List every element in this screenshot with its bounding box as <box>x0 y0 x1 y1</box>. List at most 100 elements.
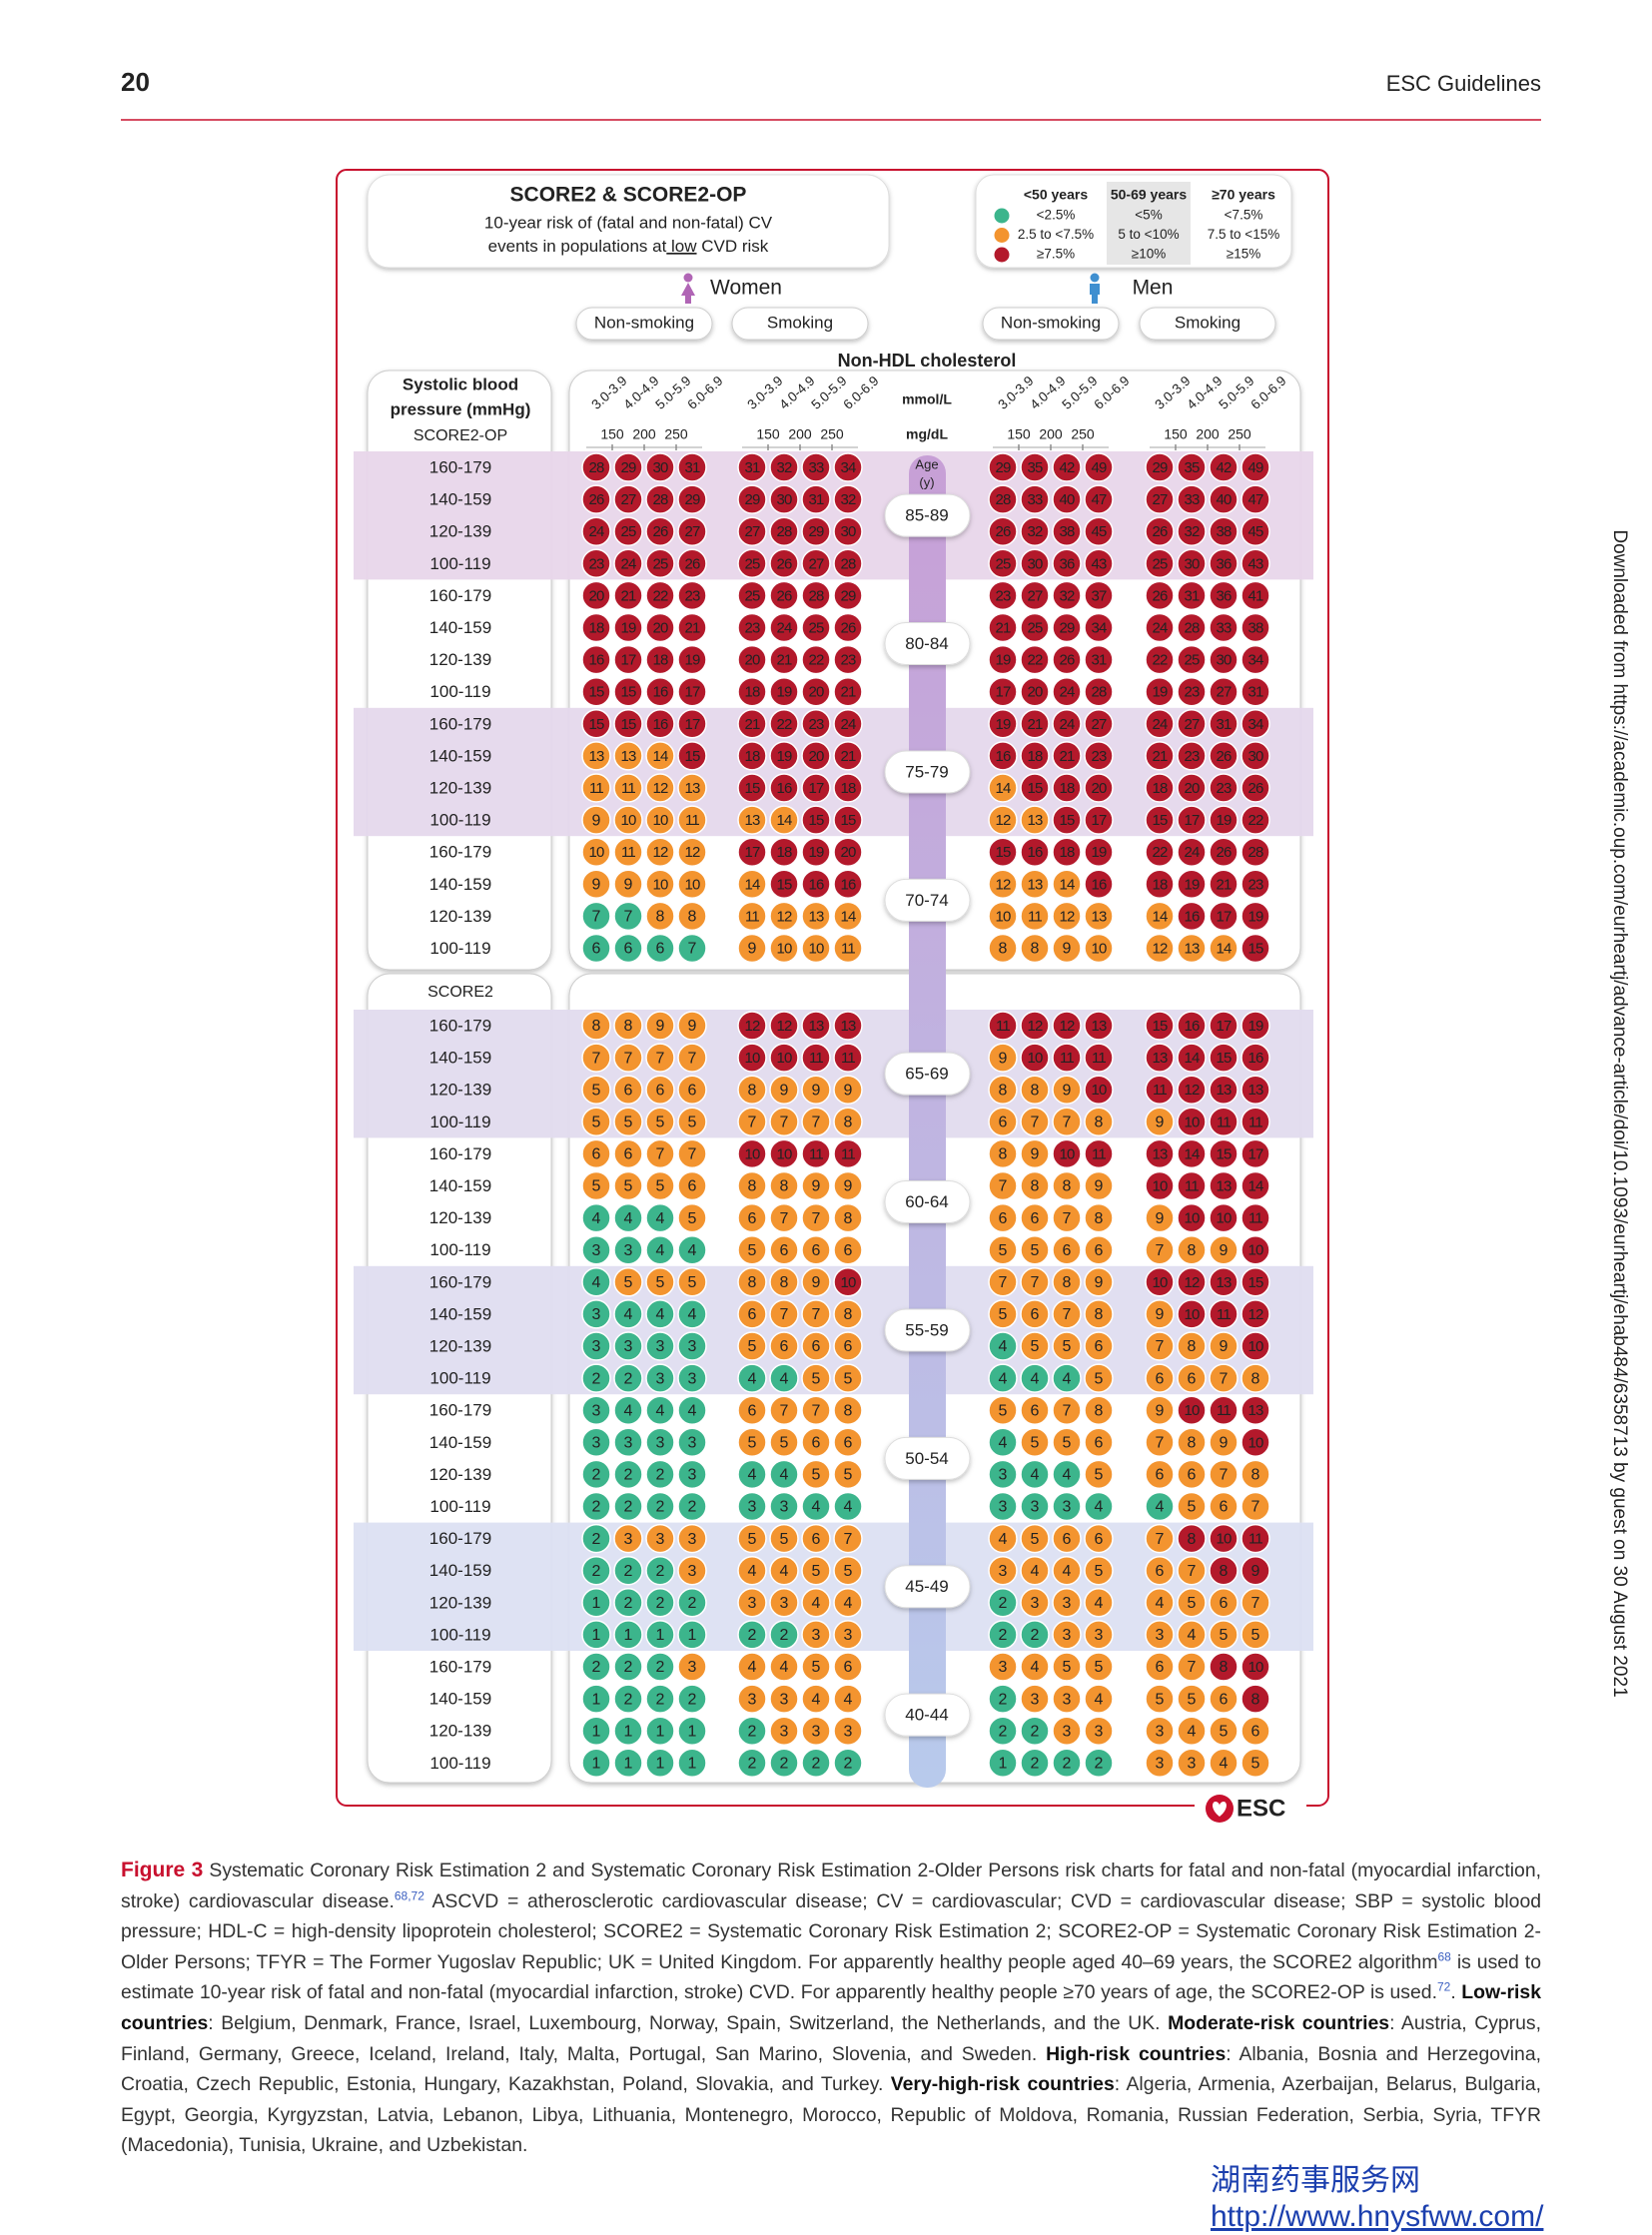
risk-value: 12 <box>1027 1018 1043 1035</box>
risk-value: 7 <box>999 1274 1008 1291</box>
risk-value: 14 <box>1184 1050 1200 1067</box>
risk-value: 2 <box>624 1370 633 1387</box>
risk-circle <box>737 1427 767 1458</box>
risk-circle <box>988 1459 1018 1490</box>
risk-circle <box>581 1748 611 1779</box>
risk-value: 6 <box>624 1082 633 1099</box>
smoking-pill <box>1139 307 1276 341</box>
risk-value: 5 <box>1095 1659 1104 1676</box>
risk-value: 14 <box>1152 908 1168 925</box>
risk-circle <box>737 644 767 675</box>
risk-circle <box>1209 1459 1239 1490</box>
risk-circle <box>988 1107 1018 1137</box>
sbp-row-label: 100-119 <box>429 1625 490 1644</box>
risk-value: 21 <box>776 652 792 669</box>
risk-circle <box>613 548 643 579</box>
risk-value: 8 <box>780 1274 789 1291</box>
risk-circle <box>769 933 799 964</box>
risk-value: 12 <box>652 780 668 797</box>
risk-circle <box>677 1234 707 1265</box>
risk-value: 3 <box>688 1531 697 1548</box>
risk-circle <box>613 741 643 771</box>
risk-circle <box>645 805 675 835</box>
risk-value: 6 <box>844 1242 853 1259</box>
risk-value: 5 <box>624 1178 633 1195</box>
risk-value: 16 <box>652 716 668 733</box>
risk-value: 45 <box>1091 523 1107 540</box>
risk-circle <box>581 1267 611 1297</box>
risk-value: 3 <box>1031 1499 1040 1516</box>
risk-value: 27 <box>1216 684 1232 701</box>
mgdl-tick-label: 250 <box>664 426 688 442</box>
risk-value: 8 <box>1031 1082 1040 1099</box>
risk-value: 14 <box>1184 1145 1200 1162</box>
risk-circle <box>801 484 831 514</box>
risk-value: 2 <box>624 1595 633 1612</box>
legend-level: 5 to <10% <box>1118 227 1179 242</box>
risk-circle <box>613 1684 643 1714</box>
risk-circle <box>613 1138 643 1169</box>
risk-value: 6 <box>1063 1242 1072 1259</box>
risk-circle <box>801 1363 831 1393</box>
risk-circle <box>1177 644 1207 675</box>
risk-value: 3 <box>624 1531 633 1548</box>
risk-value: 13 <box>808 1018 824 1035</box>
risk-circle <box>1240 869 1270 900</box>
risk-value: 15 <box>684 748 700 765</box>
risk-circle <box>581 1363 611 1393</box>
risk-circle <box>833 1459 863 1490</box>
risk-value: 2 <box>624 1467 633 1484</box>
risk-circle <box>833 580 863 611</box>
risk-circle <box>677 1716 707 1746</box>
risk-circle <box>1020 1267 1050 1297</box>
sbp-row-label: 140-159 <box>429 1561 491 1580</box>
risk-value: 11 <box>1248 1531 1262 1548</box>
risk-value: 26 <box>1059 652 1075 669</box>
risk-value: 6 <box>780 1242 789 1259</box>
risk-circle <box>801 1684 831 1714</box>
risk-value: 4 <box>1095 1595 1104 1612</box>
risk-circle <box>1177 1395 1207 1425</box>
risk-circle <box>1084 1523 1114 1554</box>
risk-value: 8 <box>592 1018 601 1035</box>
risk-value: 7 <box>780 1402 789 1419</box>
risk-circle <box>1052 1523 1082 1554</box>
risk-value: 22 <box>1027 652 1043 669</box>
risk-circle <box>737 1299 767 1329</box>
risk-circle <box>1209 1395 1239 1425</box>
risk-value: 34 <box>840 459 856 476</box>
risk-value: 3 <box>1063 1499 1072 1516</box>
risk-value: 15 <box>1216 1145 1232 1162</box>
risk-value: 13 <box>1091 1018 1107 1035</box>
risk-value: 11 <box>1248 1114 1262 1130</box>
risk-value: 3 <box>624 1435 633 1452</box>
risk-value: 10 <box>1184 1210 1200 1227</box>
risk-circle <box>988 1138 1018 1169</box>
risk-value: 9 <box>1251 1563 1260 1580</box>
risk-value: 5 <box>656 1115 665 1131</box>
risk-circle <box>1209 484 1239 514</box>
risk-circle <box>677 1459 707 1490</box>
risk-value: 47 <box>1247 491 1263 508</box>
risk-circle <box>1209 1555 1239 1586</box>
risk-value: 20 <box>744 652 760 669</box>
risk-circle <box>1177 1267 1207 1297</box>
risk-circle <box>1240 1748 1270 1779</box>
risk-value: 8 <box>1188 1242 1197 1259</box>
risk-circle <box>1209 1075 1239 1105</box>
risk-value: 16 <box>1247 1050 1263 1067</box>
risk-value: 14 <box>1059 876 1075 893</box>
sbp-row-label: 160-179 <box>429 1529 491 1548</box>
risk-circle <box>769 1331 799 1361</box>
sbp-row-label: 120-139 <box>429 778 491 797</box>
risk-circle <box>645 676 675 707</box>
risk-value: 3 <box>1095 1627 1104 1644</box>
risk-circle <box>1209 869 1239 900</box>
risk-value: 7 <box>844 1531 853 1548</box>
risk-circle <box>988 1299 1018 1329</box>
risk-circle <box>645 1555 675 1586</box>
legend-level: ≥15% <box>1227 247 1260 262</box>
risk-circle <box>801 805 831 835</box>
risk-circle <box>1240 901 1270 932</box>
risk-circle <box>645 1363 675 1393</box>
